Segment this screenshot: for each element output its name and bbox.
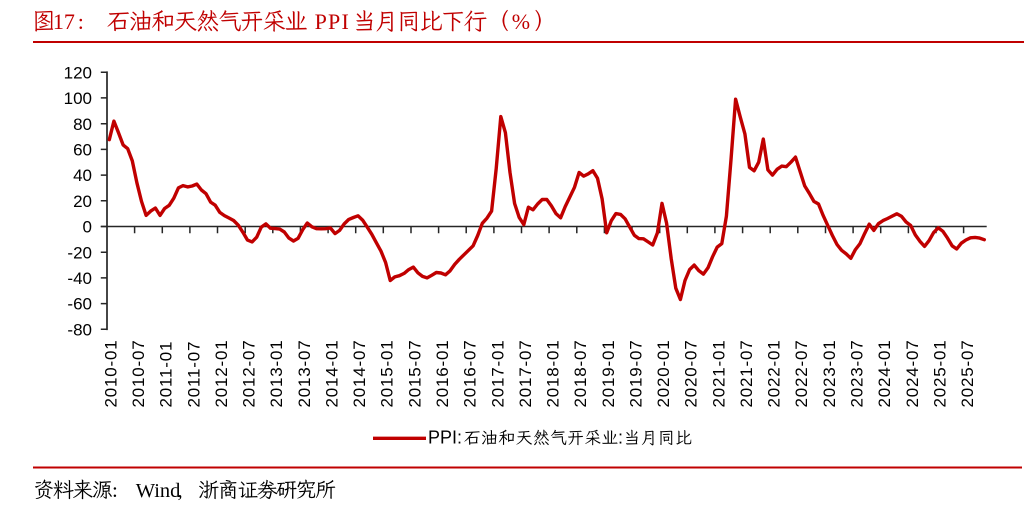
svg-text:120: 120 — [64, 63, 92, 82]
svg-text:2011-01: 2011-01 — [157, 341, 176, 408]
svg-text:2022-07: 2022-07 — [792, 340, 811, 408]
svg-text:100: 100 — [64, 89, 92, 108]
svg-text:2015-07: 2015-07 — [405, 340, 424, 408]
svg-text:2021-01: 2021-01 — [709, 340, 728, 408]
svg-text:2024-01: 2024-01 — [875, 340, 894, 408]
svg-text:2011-07: 2011-07 — [184, 341, 203, 408]
svg-text:2020-01: 2020-01 — [654, 340, 673, 408]
svg-text:2014-01: 2014-01 — [323, 340, 342, 408]
svg-text:2012-01: 2012-01 — [212, 340, 231, 408]
svg-text:2014-07: 2014-07 — [350, 340, 369, 408]
svg-text:2017-07: 2017-07 — [516, 340, 535, 408]
svg-text:2024-07: 2024-07 — [903, 340, 922, 408]
svg-text:2013-07: 2013-07 — [295, 340, 314, 408]
svg-text:Wind: Wind — [136, 480, 181, 501]
svg-text:2017-01: 2017-01 — [488, 340, 507, 408]
svg-text:60: 60 — [73, 141, 92, 160]
svg-text:2020-07: 2020-07 — [682, 340, 701, 408]
svg-text:2012-07: 2012-07 — [240, 340, 259, 408]
svg-text:-20: -20 — [67, 243, 92, 262]
svg-text:-60: -60 — [67, 295, 92, 314]
svg-text:2013-01: 2013-01 — [267, 340, 286, 408]
svg-text:2010-07: 2010-07 — [129, 340, 148, 408]
svg-text::: : — [78, 9, 84, 34]
svg-text:-80: -80 — [67, 320, 92, 339]
svg-text:2018-07: 2018-07 — [571, 340, 590, 408]
svg-text:17: 17 — [53, 9, 75, 34]
svg-text:80: 80 — [73, 115, 92, 134]
svg-text:20: 20 — [73, 192, 92, 211]
svg-text:2023-07: 2023-07 — [848, 340, 867, 408]
svg-text:0: 0 — [83, 218, 92, 237]
svg-text:%: % — [512, 9, 530, 34]
svg-text:,: , — [178, 480, 183, 501]
svg-text::: : — [618, 428, 623, 448]
svg-text:2016-01: 2016-01 — [433, 340, 452, 408]
svg-text:PPI: PPI — [315, 9, 350, 34]
svg-text:2025-07: 2025-07 — [958, 340, 977, 408]
svg-text:2015-01: 2015-01 — [378, 340, 397, 408]
svg-text:40: 40 — [73, 166, 92, 185]
svg-text:2025-01: 2025-01 — [930, 340, 949, 408]
svg-text:2021-07: 2021-07 — [737, 340, 756, 408]
svg-text:2022-01: 2022-01 — [765, 340, 784, 408]
svg-text:PPI:: PPI: — [428, 428, 462, 448]
svg-text::: : — [112, 478, 118, 501]
svg-text:2019-01: 2019-01 — [599, 340, 618, 408]
svg-text:2010-01: 2010-01 — [101, 340, 120, 408]
svg-text:2016-07: 2016-07 — [461, 340, 480, 408]
svg-text:2019-07: 2019-07 — [626, 340, 645, 408]
svg-text:-40: -40 — [67, 269, 92, 288]
svg-text:2023-01: 2023-01 — [820, 340, 839, 408]
svg-text:2018-01: 2018-01 — [544, 340, 563, 408]
